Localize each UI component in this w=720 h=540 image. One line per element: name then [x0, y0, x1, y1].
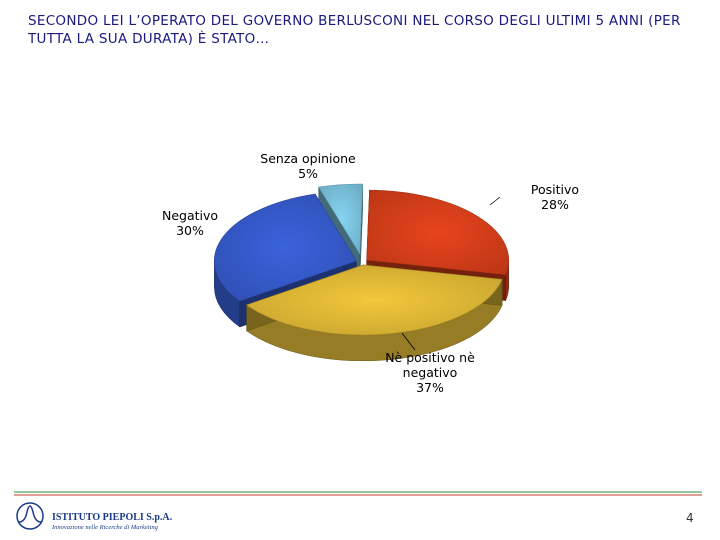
- page-number: 4: [686, 511, 694, 525]
- value-label: 28%: [541, 197, 569, 212]
- value-label: 5%: [298, 166, 318, 181]
- slice: [318, 183, 363, 256]
- chart-title: SECONDO LEI L’OPERATO DEL GOVERNO BERLUS…: [28, 13, 681, 47]
- category-label: Negativo: [161, 208, 219, 223]
- data-label: Positivo 28%: [505, 182, 605, 212]
- slice: [366, 189, 509, 275]
- data-label: Nè positivo nè negativo 37%: [375, 350, 485, 395]
- value-label: 37%: [416, 380, 444, 395]
- data-label: Senza opinione 5%: [258, 151, 358, 181]
- slice: [246, 264, 503, 336]
- logo: [16, 502, 44, 530]
- leader-line: [401, 332, 416, 351]
- pie: [214, 183, 509, 362]
- company-tagline: Innovazione nelle Ricerche di Marketing: [52, 524, 158, 531]
- category-label: Positivo: [530, 182, 580, 197]
- category-label: Senza opinione: [260, 151, 356, 166]
- leader-line: [489, 196, 501, 206]
- value-label: 30%: [176, 223, 204, 238]
- slice: [214, 193, 357, 302]
- company-name: ISTITUTO PIEPOLI S.p.A.: [52, 512, 173, 523]
- data-label: Negativo 30%: [140, 208, 240, 238]
- category-label: Nè positivo nè negativo: [385, 350, 475, 380]
